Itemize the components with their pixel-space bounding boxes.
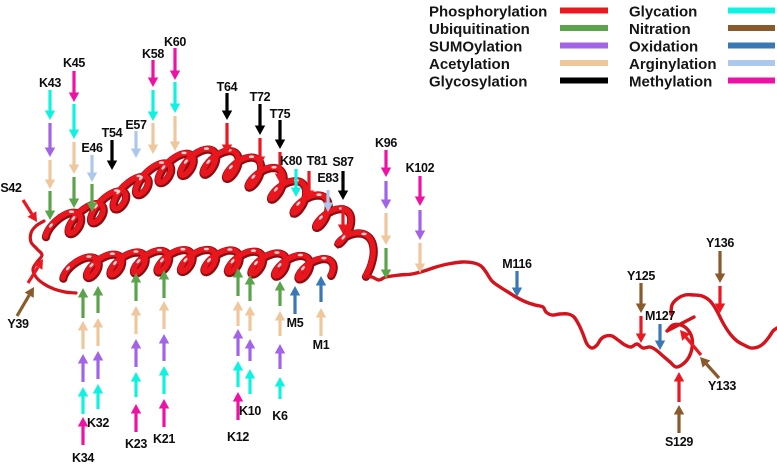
svg-text:Phosphorylation: Phosphorylation [429, 4, 547, 21]
svg-text:Glycation: Glycation [629, 4, 697, 21]
svg-text:K45: K45 [63, 56, 85, 70]
svg-text:K12: K12 [227, 430, 249, 444]
svg-text:K34: K34 [72, 451, 94, 465]
svg-text:T75: T75 [270, 107, 291, 121]
svg-text:Ubiquitination: Ubiquitination [429, 21, 530, 38]
svg-text:E46: E46 [81, 141, 103, 155]
svg-text:K58: K58 [142, 47, 164, 61]
svg-text:Acetylation: Acetylation [429, 56, 510, 73]
svg-text:E57: E57 [125, 118, 147, 132]
svg-text:S42: S42 [0, 181, 22, 195]
svg-text:Glycosylation: Glycosylation [429, 74, 527, 91]
svg-text:M127: M127 [645, 309, 675, 323]
svg-text:K60: K60 [164, 35, 186, 49]
svg-text:Arginylation: Arginylation [629, 56, 717, 73]
svg-text:Methylation: Methylation [629, 74, 712, 91]
svg-text:SUMOylation: SUMOylation [429, 39, 522, 56]
svg-text:Nitration: Nitration [629, 21, 691, 38]
svg-text:Y125: Y125 [627, 269, 655, 283]
svg-text:K23: K23 [125, 437, 147, 451]
svg-text:K10: K10 [239, 404, 261, 418]
svg-text:E83: E83 [317, 171, 339, 185]
svg-text:Y136: Y136 [706, 236, 734, 250]
svg-text:T54: T54 [102, 126, 123, 140]
svg-text:K21: K21 [153, 432, 175, 446]
svg-text:S129: S129 [665, 435, 693, 449]
svg-text:T81: T81 [307, 154, 328, 168]
svg-text:K80: K80 [280, 154, 302, 168]
svg-text:M116: M116 [502, 257, 532, 271]
svg-text:M1: M1 [313, 338, 330, 352]
svg-text:S87: S87 [332, 155, 354, 169]
svg-text:Oxidation: Oxidation [629, 39, 698, 56]
svg-text:T72: T72 [250, 90, 271, 104]
svg-text:M5: M5 [287, 316, 304, 330]
svg-text:T64: T64 [217, 80, 238, 94]
svg-text:K6: K6 [272, 409, 288, 423]
svg-text:K43: K43 [39, 76, 61, 90]
svg-text:K102: K102 [406, 161, 435, 175]
svg-text:K32: K32 [87, 416, 109, 430]
svg-text:K96: K96 [375, 136, 397, 150]
svg-text:Y39: Y39 [7, 317, 29, 331]
svg-text:Y133: Y133 [708, 379, 736, 393]
